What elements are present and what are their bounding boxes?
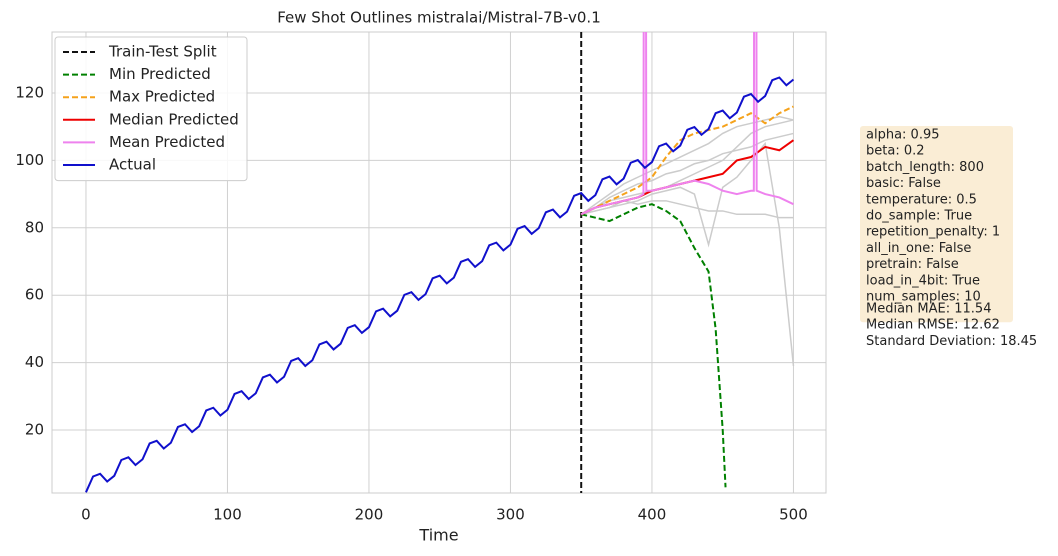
param-box [860, 126, 1013, 323]
param-text: temperature: 0.5 [866, 192, 977, 207]
param-text: all_in_one: False [866, 241, 971, 256]
param-text: beta: 0.2 [866, 144, 925, 159]
metric-text: Median MAE: 11.54 [866, 302, 991, 317]
x-tick-label: 100 [213, 506, 242, 524]
x-axis-label: Time [418, 526, 458, 545]
param-text: repetition_penalty: 1 [866, 225, 1000, 240]
param-text: do_sample: True [866, 209, 972, 224]
param-text: basic: False [866, 176, 941, 191]
y-tick-label: 120 [15, 83, 44, 101]
series-line [580, 203, 727, 488]
legend-box [54, 36, 248, 182]
sample-line [580, 115, 794, 215]
x-tick-label: 0 [81, 506, 91, 524]
sample-line [580, 119, 794, 215]
legend-label: Max Predicted [109, 88, 215, 106]
x-tick-label: 300 [496, 506, 525, 524]
plot-area [85, 32, 795, 493]
legend-label: Median Predicted [109, 110, 239, 128]
param-text: num_samples: 10 [866, 290, 981, 305]
chart-title: Few Shot Outlines mistralai/Mistral-7B-v… [277, 9, 601, 27]
y-tick-label: 20 [25, 420, 44, 438]
legend-label: Actual [109, 156, 156, 174]
series-line [85, 76, 795, 493]
x-tick-label: 500 [779, 506, 808, 524]
param-text: alpha: 0.95 [866, 128, 940, 143]
y-tick-label: 100 [15, 151, 44, 169]
plot-frame [51, 31, 827, 494]
legend-label: Mean Predicted [109, 133, 225, 151]
y-tick-label: 40 [25, 353, 44, 371]
legend-label: Min Predicted [109, 65, 211, 83]
series-line [580, 32, 794, 216]
y-tick-label: 80 [25, 218, 44, 236]
metric-text: Standard Deviation: 18.45 [866, 334, 1037, 349]
param-text: batch_length: 800 [866, 160, 984, 175]
sample-line [580, 132, 794, 215]
param-text: pretrain: False [866, 257, 959, 272]
legend-label: Train-Test Split [108, 43, 217, 61]
series-line [580, 105, 794, 216]
metric-text: Median RMSE: 12.62 [866, 318, 1000, 333]
x-tick-label: 200 [355, 506, 384, 524]
sample-line [581, 200, 794, 219]
param-text: load_in_4bit: True [866, 273, 980, 288]
x-tick-label: 400 [638, 506, 667, 524]
y-tick-label: 60 [25, 286, 44, 304]
